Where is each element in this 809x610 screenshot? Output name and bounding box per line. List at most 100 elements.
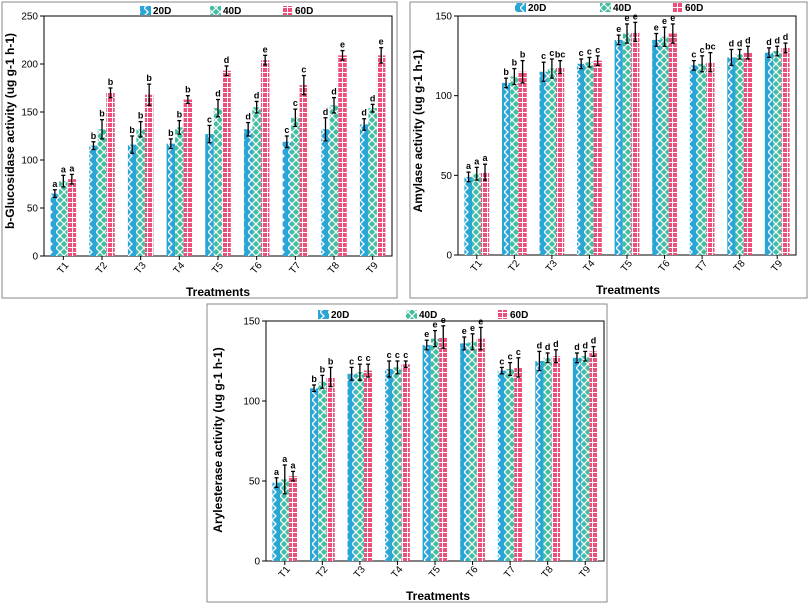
significance-letter: c xyxy=(403,350,408,360)
significance-letter: d xyxy=(745,35,751,45)
bar-20D xyxy=(497,370,506,561)
x-tick-label: T7 xyxy=(694,258,710,274)
significance-letter: c xyxy=(366,353,371,363)
significance-letter: b xyxy=(108,77,114,87)
y-tick-label: 150 xyxy=(21,108,38,119)
significance-letter: d xyxy=(361,108,367,118)
bar-40D xyxy=(581,356,590,561)
legend-label-20D: 20D xyxy=(528,3,546,14)
bar-20D xyxy=(166,143,176,256)
legend-label-20D: 20D xyxy=(331,310,349,321)
x-axis-label: Treatments xyxy=(406,589,470,603)
significance-letter: b xyxy=(512,58,518,68)
x-tick-label: T3 xyxy=(133,260,149,276)
bar-20D xyxy=(89,145,98,256)
significance-letter: e xyxy=(616,24,621,34)
significance-letter: b xyxy=(328,356,334,366)
panel-border xyxy=(409,1,808,299)
y-axis-label: b-Glucosidase activity (ug g-1 h-1) xyxy=(3,33,17,229)
significance-letter: d xyxy=(323,107,329,117)
significance-letter: d xyxy=(774,35,780,45)
bar-40D xyxy=(622,33,632,255)
legend-swatch-40D xyxy=(600,3,611,12)
bar-60D xyxy=(260,60,270,256)
x-tick-label: T5 xyxy=(619,258,635,274)
significance-letter: c xyxy=(516,347,521,357)
significance-letter: e xyxy=(441,315,446,325)
bar-60D xyxy=(144,94,154,256)
bar-20D xyxy=(460,343,469,561)
significance-letter: b xyxy=(168,128,174,138)
bar-60D xyxy=(551,356,561,561)
bar-40D xyxy=(393,367,402,561)
significance-letter: b xyxy=(99,109,105,119)
significance-letter: d xyxy=(582,340,588,350)
significance-letter: c xyxy=(293,98,298,108)
significance-letter: e xyxy=(379,37,384,47)
bar-40D xyxy=(585,62,594,255)
bar-20D xyxy=(321,129,330,256)
bar-20D xyxy=(689,65,698,255)
significance-letter: a xyxy=(69,163,75,173)
y-tick-label: 50 xyxy=(441,171,453,182)
bar-60D xyxy=(183,99,193,257)
bar-60D xyxy=(439,337,448,561)
significance-letter: e xyxy=(424,329,429,339)
significance-letter: e xyxy=(462,326,467,336)
bar-60D xyxy=(299,85,309,257)
bar-40D xyxy=(472,173,481,255)
significance-letter: c xyxy=(691,50,696,60)
x-tick-label: T8 xyxy=(540,564,556,580)
y-tick-label: 100 xyxy=(435,91,452,102)
significance-letter: d xyxy=(591,336,597,346)
bar-40D xyxy=(468,341,477,561)
panel-b-glucosidase: b-Glucosidase activity (ug g-1 h-1) Trea… xyxy=(1,1,398,299)
significance-letter: d xyxy=(553,339,559,349)
bar-40D xyxy=(660,36,669,255)
bar-60D xyxy=(338,55,347,256)
bar-40D xyxy=(543,357,552,561)
significance-letter: a xyxy=(466,161,472,171)
x-tick-label: T1 xyxy=(277,564,293,580)
legend-swatch-60D xyxy=(497,310,508,319)
bar-20D xyxy=(572,357,582,561)
y-tick-label: 150 xyxy=(435,12,452,23)
panel-border xyxy=(1,1,398,299)
significance-letter: b xyxy=(138,111,144,121)
bar-60D xyxy=(288,476,298,561)
bar-60D xyxy=(376,55,386,256)
legend-label-20D: 20D xyxy=(153,6,171,17)
panel-border xyxy=(206,303,608,603)
bar-40D xyxy=(505,369,515,561)
bar-40D xyxy=(59,181,68,256)
significance-letter: e xyxy=(654,23,659,33)
significance-letter: b xyxy=(520,50,526,60)
significance-letter: b xyxy=(311,374,317,384)
significance-letter: b xyxy=(129,125,135,135)
bar-40D xyxy=(773,51,782,256)
bar-60D xyxy=(222,70,231,256)
bar-20D xyxy=(347,373,356,561)
x-tick-label: T8 xyxy=(732,258,748,274)
significance-letter: c xyxy=(349,356,354,366)
significance-letter: c xyxy=(587,46,592,56)
bar-60D xyxy=(556,66,565,255)
bar-20D xyxy=(309,388,319,561)
bar-40D xyxy=(510,76,519,256)
bar-60D xyxy=(631,31,640,255)
x-tick-label: T9 xyxy=(365,260,381,276)
significance-letter: d xyxy=(215,89,221,99)
bar-20D xyxy=(359,124,369,256)
bar-40D xyxy=(280,479,289,561)
bar-60D xyxy=(518,71,527,256)
significance-letter: a xyxy=(474,156,480,166)
y-axis-label: Arylesterase activity (ug g-1 h-1) xyxy=(211,347,225,532)
significance-letter: d xyxy=(729,38,735,48)
significance-letter: c xyxy=(284,125,289,135)
panel-amylase: Amylase activity (ug g-1 h-1) Treatments… xyxy=(409,1,808,299)
y-tick-label: 0 xyxy=(254,557,260,568)
x-axis-label: Treatments xyxy=(596,283,660,297)
bar-20D xyxy=(243,129,253,256)
significance-letter: b xyxy=(177,110,183,120)
